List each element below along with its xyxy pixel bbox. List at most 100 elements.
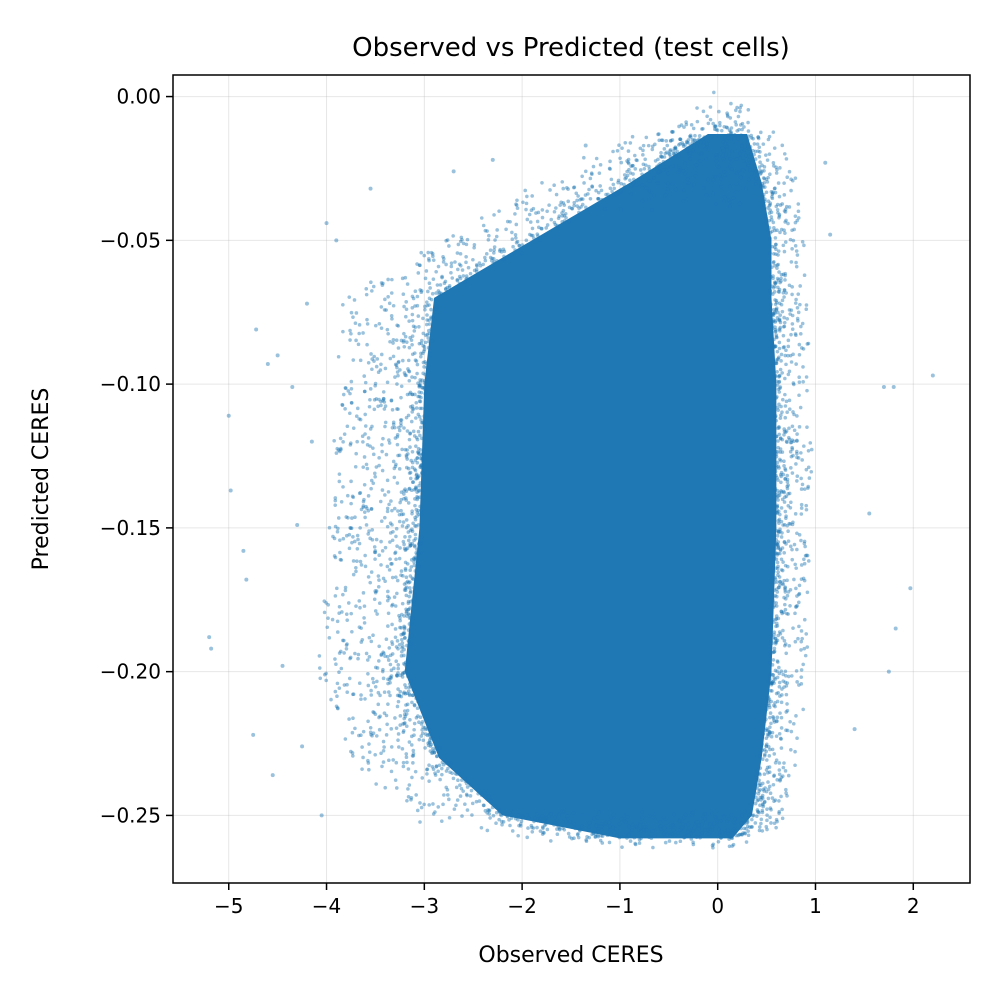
y-tick-label: −0.15 (100, 516, 161, 540)
data-point (483, 255, 487, 260)
data-point (672, 152, 677, 157)
data-point (596, 196, 601, 201)
data-point (406, 608, 410, 612)
data-point (794, 249, 799, 253)
data-point (381, 281, 385, 286)
data-point (474, 263, 479, 267)
data-point (390, 317, 394, 321)
data-point (402, 653, 406, 658)
data-point (772, 259, 776, 264)
data-point (402, 546, 407, 551)
data-point (772, 681, 776, 685)
data-point (461, 274, 466, 278)
data-point (631, 180, 636, 185)
data-point (474, 799, 479, 804)
outlier-point (886, 669, 891, 674)
data-point (373, 323, 378, 328)
data-point (768, 289, 773, 293)
data-point (431, 802, 435, 806)
data-point (521, 816, 525, 820)
data-point (342, 651, 346, 655)
data-point (763, 185, 767, 189)
data-point (773, 668, 778, 673)
data-point (749, 802, 754, 806)
data-point (408, 599, 413, 604)
data-point (371, 481, 376, 486)
data-point (363, 515, 367, 520)
data-point (423, 372, 427, 377)
data-point (692, 182, 696, 187)
data-point (396, 687, 400, 691)
data-point (776, 310, 780, 315)
data-point (795, 604, 799, 608)
data-point (802, 487, 807, 491)
data-point (412, 600, 417, 604)
data-point (724, 152, 728, 157)
data-point (364, 651, 369, 656)
data-point (689, 812, 694, 817)
data-point (396, 373, 400, 378)
data-point (766, 694, 770, 699)
data-point (767, 732, 772, 736)
data-point (776, 249, 781, 253)
data-point (771, 658, 776, 662)
data-point (544, 226, 549, 230)
data-point (676, 831, 680, 836)
data-point (678, 819, 682, 824)
data-point (342, 683, 347, 687)
data-point (351, 495, 356, 500)
data-point (782, 540, 787, 544)
data-point (784, 291, 788, 295)
data-point (799, 502, 804, 507)
data-point (420, 452, 425, 457)
data-point (778, 320, 783, 325)
data-point (697, 137, 701, 142)
data-point (458, 783, 462, 788)
data-point (415, 497, 420, 502)
data-point (372, 354, 377, 359)
x-tick-label: −3 (410, 894, 439, 918)
data-point (719, 128, 724, 133)
data-point (418, 464, 423, 468)
data-point (684, 147, 689, 151)
data-point (374, 782, 378, 786)
data-point (654, 164, 659, 169)
data-point (740, 148, 744, 153)
data-point (413, 557, 418, 562)
data-point (408, 476, 413, 481)
data-point (402, 614, 406, 618)
data-point (779, 794, 783, 799)
data-point (350, 629, 354, 634)
data-point (409, 734, 414, 739)
data-point (682, 188, 686, 192)
data-point (799, 506, 804, 510)
data-point (385, 478, 390, 483)
data-point (775, 669, 779, 674)
data-point (406, 369, 411, 373)
data-point (625, 836, 629, 840)
data-point (759, 821, 763, 826)
data-point (401, 512, 406, 516)
data-point (504, 227, 508, 232)
data-point (802, 578, 807, 583)
data-point (390, 508, 394, 513)
data-point (452, 807, 457, 811)
data-point (417, 399, 422, 404)
data-point (783, 210, 788, 214)
data-point (539, 226, 544, 231)
data-point (591, 164, 596, 169)
y-tick-label: −0.20 (100, 660, 161, 684)
data-point (421, 471, 425, 476)
data-point (391, 354, 396, 359)
data-point (715, 819, 719, 824)
data-point (777, 671, 782, 676)
data-point (663, 840, 668, 845)
data-point (723, 141, 727, 146)
data-point (793, 749, 797, 754)
data-point (777, 379, 782, 384)
data-point (404, 300, 409, 304)
data-point (361, 331, 365, 335)
data-point (560, 219, 565, 224)
data-point (668, 155, 673, 159)
data-point (805, 590, 810, 595)
